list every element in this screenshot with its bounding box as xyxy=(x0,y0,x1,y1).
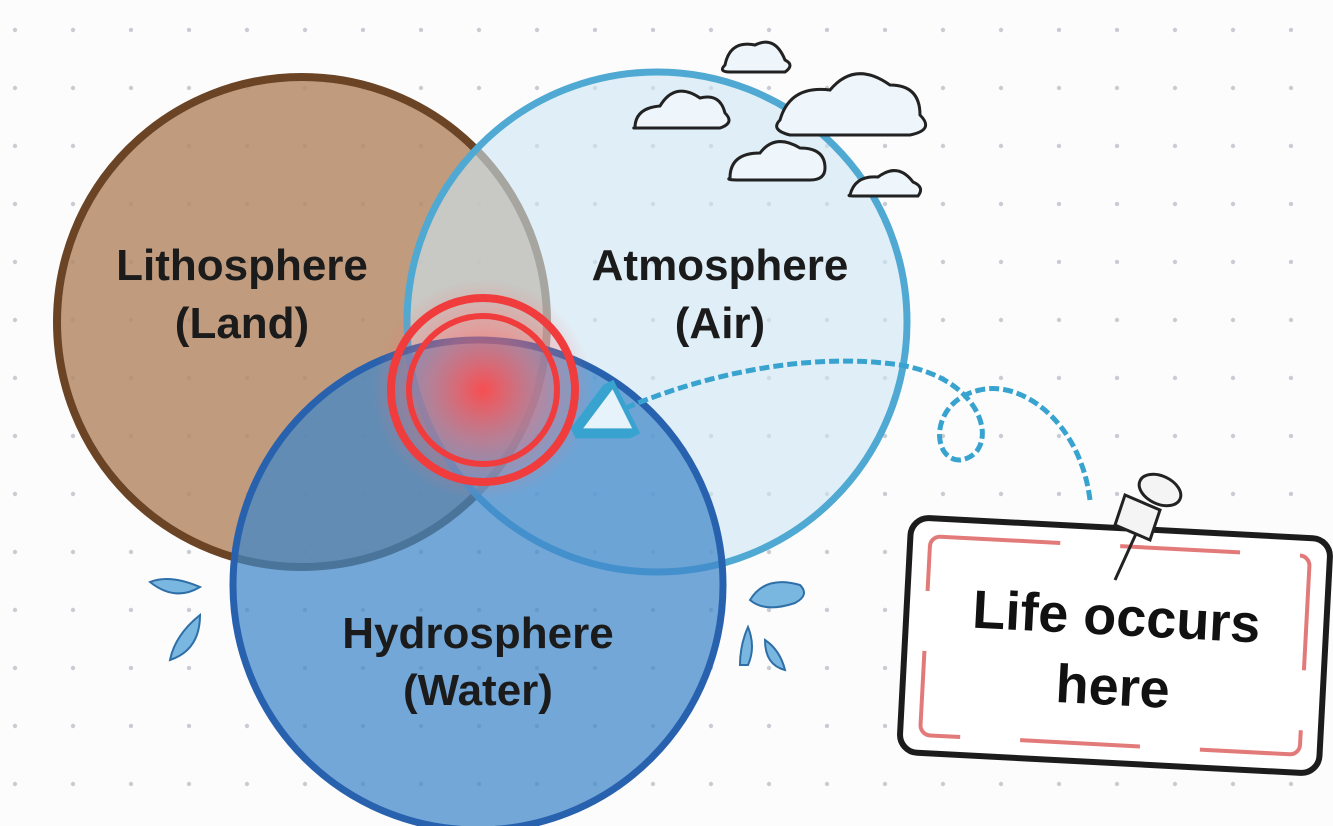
node-name: Lithosphere xyxy=(116,241,368,290)
callout: Life occurs here xyxy=(899,517,1331,774)
node-label: (Air) xyxy=(675,299,765,348)
node-label: (Water) xyxy=(403,666,553,715)
node-label: (Land) xyxy=(175,299,309,348)
node-name: Atmosphere xyxy=(592,241,849,290)
node-name: Hydrosphere xyxy=(342,609,613,658)
page: {"nodes": [ {"name": "Lithosphere", "lab… xyxy=(0,0,1333,826)
diagram: Lithosphere (Land) Atmosphere (Air) Hydr… xyxy=(0,0,1333,826)
callout-line: here xyxy=(1054,654,1171,720)
